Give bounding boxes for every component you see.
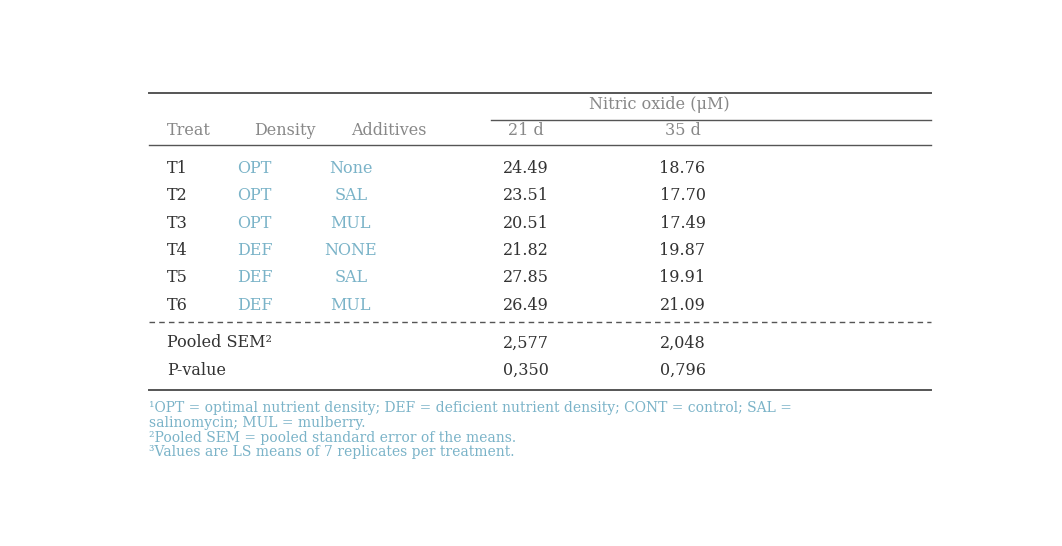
Text: 0,350: 0,350 [503,362,549,379]
Text: OPT: OPT [238,187,272,204]
Text: 19.87: 19.87 [660,242,705,259]
Text: 21.09: 21.09 [660,296,705,313]
Text: Pooled SEM²: Pooled SEM² [168,335,272,352]
Text: MUL: MUL [330,296,371,313]
Text: 2,577: 2,577 [503,335,549,352]
Text: NONE: NONE [325,242,377,259]
Text: OPT: OPT [238,160,272,177]
Text: Treat: Treat [168,122,211,139]
Text: T4: T4 [168,242,188,259]
Text: Additives: Additives [350,122,426,139]
Text: 23.51: 23.51 [503,187,549,204]
Text: P-value: P-value [168,362,226,379]
Text: MUL: MUL [330,215,371,232]
Text: T1: T1 [168,160,188,177]
Text: T3: T3 [168,215,188,232]
Text: None: None [329,160,373,177]
Text: DEF: DEF [237,296,272,313]
Text: ³Values are LS means of 7 replicates per treatment.: ³Values are LS means of 7 replicates per… [149,446,515,459]
Text: Density: Density [255,122,316,139]
Text: 21 d: 21 d [509,122,544,139]
Text: 20.51: 20.51 [503,215,549,232]
Text: DEF: DEF [237,242,272,259]
Text: 26.49: 26.49 [503,296,549,313]
Text: T6: T6 [168,296,188,313]
Text: salinomycin; MUL = mulberry.: salinomycin; MUL = mulberry. [149,416,365,430]
Text: T2: T2 [168,187,188,204]
Text: ²Pooled SEM = pooled standard error of the means.: ²Pooled SEM = pooled standard error of t… [149,431,516,444]
Text: 21.82: 21.82 [503,242,549,259]
Text: ¹OPT = optimal nutrient density; DEF = deficient nutrient density; CONT = contro: ¹OPT = optimal nutrient density; DEF = d… [149,401,792,415]
Text: 2,048: 2,048 [660,335,705,352]
Text: 17.70: 17.70 [660,187,705,204]
Text: 27.85: 27.85 [503,269,549,286]
Text: 17.49: 17.49 [660,215,705,232]
Text: Nitric oxide (μM): Nitric oxide (μM) [589,96,730,113]
Text: 24.49: 24.49 [503,160,549,177]
Text: SAL: SAL [335,269,367,286]
Text: SAL: SAL [335,187,367,204]
Text: DEF: DEF [237,269,272,286]
Text: 18.76: 18.76 [660,160,705,177]
Text: OPT: OPT [238,215,272,232]
Text: 35 d: 35 d [665,122,701,139]
Text: T5: T5 [168,269,188,286]
Text: 0,796: 0,796 [660,362,705,379]
Text: 19.91: 19.91 [660,269,705,286]
